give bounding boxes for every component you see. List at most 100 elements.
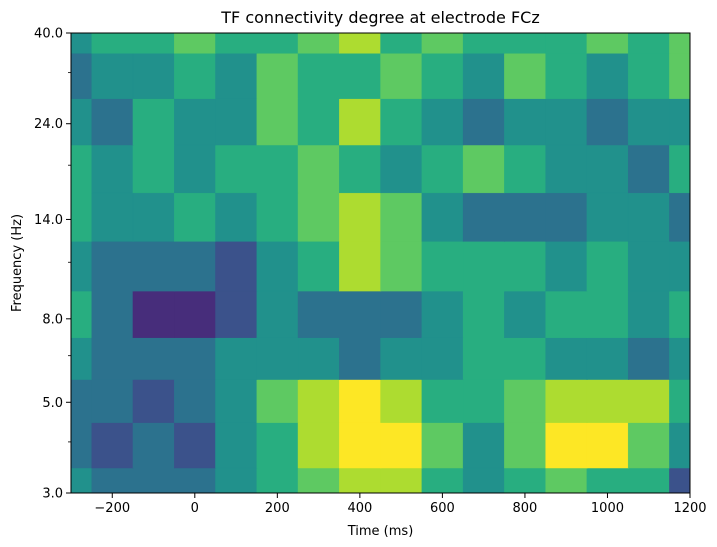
y-tick-label: 14.0 (34, 213, 63, 228)
heatmap-cell (71, 337, 93, 380)
heatmap-cell (174, 467, 217, 493)
x-tick-label: 1200 (673, 501, 706, 516)
heatmap-cell (669, 33, 690, 54)
heatmap-cell (215, 33, 258, 54)
heatmap-cell (504, 52, 547, 99)
y-tick-label: 8.0 (42, 312, 63, 327)
heatmap-cell (215, 337, 258, 380)
heatmap-cell (586, 144, 629, 194)
heatmap-cell (297, 337, 340, 380)
heatmap-cell (669, 337, 690, 380)
heatmap-cell (421, 421, 464, 469)
heatmap-cell (215, 52, 258, 99)
heatmap-cell (297, 33, 340, 54)
heatmap-cell (297, 144, 340, 194)
heatmap-cell (586, 290, 629, 339)
heatmap-cell (71, 98, 93, 146)
heatmap-cell (215, 240, 258, 292)
heatmap-cell (132, 33, 175, 54)
heatmap-cell (462, 378, 506, 423)
x-tick-label: 400 (347, 501, 372, 516)
heatmap-cell (71, 378, 93, 423)
heatmap-cell (504, 337, 547, 380)
y-tick-label: 40.0 (34, 27, 63, 42)
heatmap-cell (256, 33, 299, 54)
heatmap-cell (71, 192, 93, 242)
heatmap-cell (545, 52, 588, 99)
heatmap-cell (627, 378, 671, 423)
heatmap-cell (669, 98, 690, 146)
heatmap-cell (174, 290, 217, 339)
heatmap-cell (339, 33, 382, 54)
heatmap-cell (504, 33, 547, 54)
heatmap-cell (462, 33, 506, 54)
heatmap-cell (339, 421, 382, 469)
plot-area (71, 33, 690, 493)
heatmap-cell (504, 467, 547, 493)
heatmap-cell (669, 192, 690, 242)
heatmap-cell (380, 52, 423, 99)
heatmap-cell (132, 52, 175, 99)
heatmap-cell (297, 52, 340, 99)
heatmap-cell (627, 144, 671, 194)
heatmap-cell (545, 337, 588, 380)
heatmap-cell (132, 144, 175, 194)
heatmap-cell (504, 378, 547, 423)
heatmap-cell (545, 240, 588, 292)
heatmap-cell (174, 378, 217, 423)
heatmap-cell (132, 240, 175, 292)
heatmap-cell (380, 33, 423, 54)
heatmap-cells (71, 33, 690, 493)
heatmap-cell (339, 467, 382, 493)
heatmap-cell (627, 467, 671, 493)
heatmap-cell (504, 98, 547, 146)
heatmap-cell (174, 98, 217, 146)
heatmap-cell (132, 337, 175, 380)
x-tick-label: −200 (94, 501, 130, 516)
heatmap-cell (71, 421, 93, 469)
heatmap-cell (297, 421, 340, 469)
heatmap-cell (297, 192, 340, 242)
heatmap-cell (462, 421, 506, 469)
heatmap-cell (421, 98, 464, 146)
heatmap-cell (380, 421, 423, 469)
heatmap-cell (627, 52, 671, 99)
heatmap-cell (174, 52, 217, 99)
heatmap-cell (462, 192, 506, 242)
heatmap-cell (462, 98, 506, 146)
heatmap-cell (132, 467, 175, 493)
heatmap-cell (339, 192, 382, 242)
heatmap-cell (380, 144, 423, 194)
heatmap-cell (545, 98, 588, 146)
heatmap-cell (256, 290, 299, 339)
heatmap-cell (215, 144, 258, 194)
heatmap-cell (91, 192, 134, 242)
heatmap-cell (297, 467, 340, 493)
heatmap-cell (421, 378, 464, 423)
heatmap-cell (669, 290, 690, 339)
y-tick-label: 3.0 (42, 487, 63, 502)
heatmap-cell (462, 144, 506, 194)
y-axis: 3.0 5.0 8.0 14.0 24.0 40.0 (34, 27, 71, 502)
heatmap-cell (71, 290, 93, 339)
heatmap-cell (462, 290, 506, 339)
heatmap-cell (339, 290, 382, 339)
heatmap-cell (215, 192, 258, 242)
heatmap-cell (91, 378, 134, 423)
heatmap-cell (586, 33, 629, 54)
heatmap-cell (669, 421, 690, 469)
heatmap-cell (91, 290, 134, 339)
heatmap-cell (91, 33, 134, 54)
heatmap-cell (339, 98, 382, 146)
heatmap-cell (586, 378, 629, 423)
heatmap-cell (174, 33, 217, 54)
heatmap-cell (132, 192, 175, 242)
x-axis: −200 0 200 400 600 800 1000 1200 (94, 493, 707, 516)
heatmap-cell (71, 240, 93, 292)
x-axis-label: Time (ms) (347, 524, 414, 539)
heatmap-cell (91, 52, 134, 99)
heatmap-cell (215, 467, 258, 493)
x-tick-label: 800 (513, 501, 538, 516)
heatmap-cell (339, 378, 382, 423)
heatmap-cell (215, 98, 258, 146)
